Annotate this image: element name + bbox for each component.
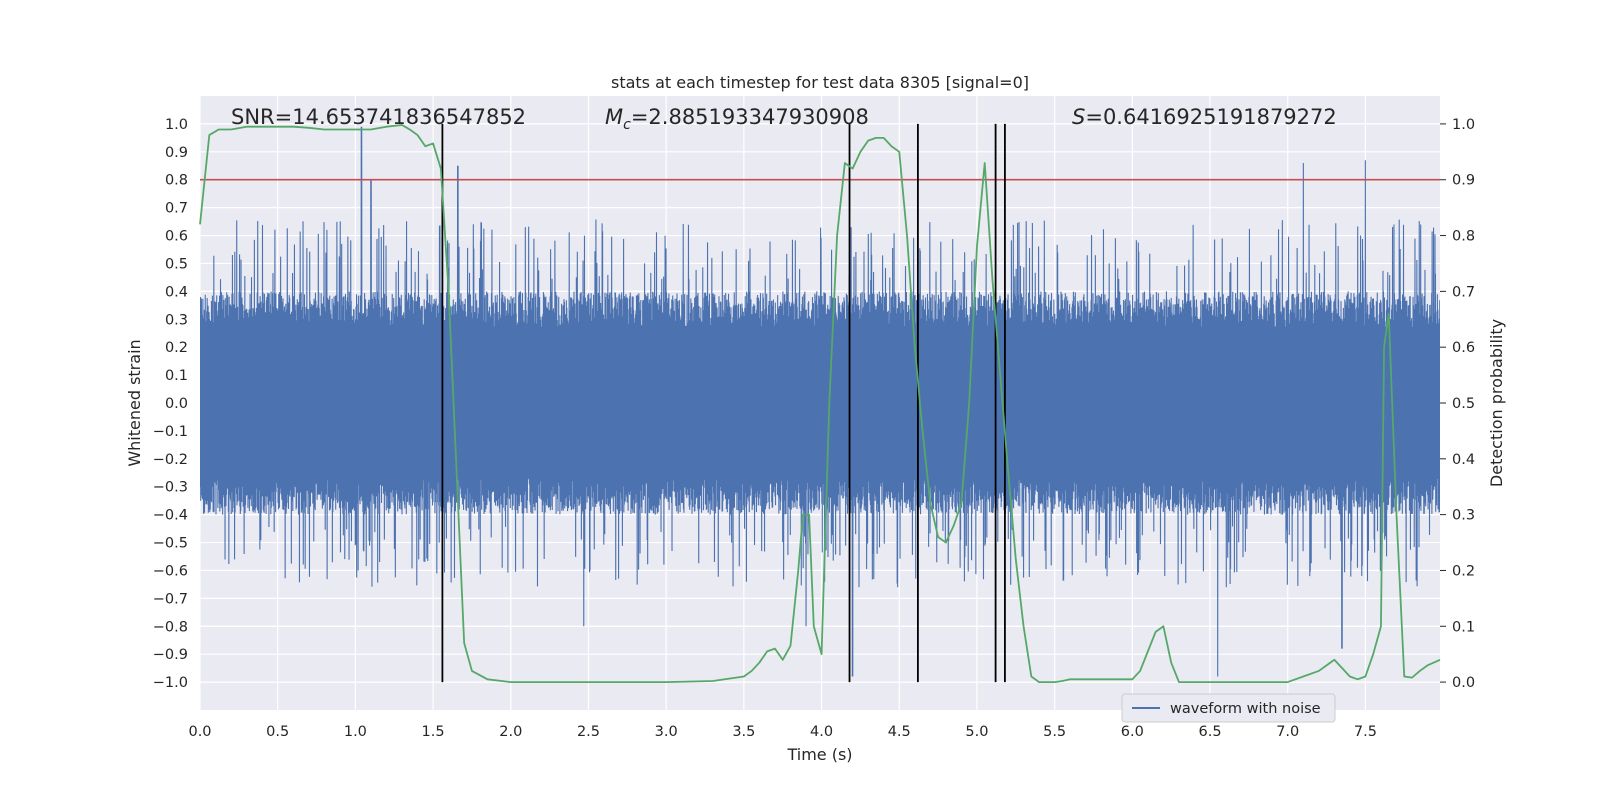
- snr-annotation: SNR=14.653741836547852: [231, 105, 526, 129]
- y-left-tick-label: −0.5: [153, 536, 188, 552]
- mc-subscript: c: [623, 117, 631, 133]
- x-tick-label: 1.5: [422, 724, 445, 740]
- y-axis-label-right: Detection probability: [1487, 319, 1506, 487]
- y-right-tick-label: 1.0: [1452, 117, 1475, 133]
- y-left-tick-label: −0.8: [153, 619, 188, 635]
- y-left-tick-label: 0.5: [165, 256, 188, 272]
- s-annotation: S=0.6416925191879272: [1072, 105, 1337, 129]
- y-left-tick-label: 0.7: [165, 201, 188, 217]
- x-tick-label: 7.0: [1276, 724, 1299, 740]
- y-right-tick-labels: 1.0 0.9 0.8 0.7 0.6 0.5 0.4 0.3 0.2 0.1 0.0: [1440, 117, 1475, 691]
- chirp-mass-annotation: Mc=2.885193347930908: [605, 105, 869, 133]
- x-tick-label: 6.5: [1198, 724, 1221, 740]
- y-left-tick-label: −0.1: [153, 424, 188, 440]
- y-right-tick-label: 0.8: [1452, 229, 1475, 245]
- y-axis-label-left: Whitened strain: [125, 339, 144, 466]
- y-right-tick-label: 0.6: [1452, 340, 1475, 356]
- y-left-tick-label: 0.9: [165, 145, 188, 161]
- detection-probability-series: [199, 124, 1441, 683]
- x-tick-label: 3.0: [655, 724, 678, 740]
- mc-value: =2.885193347930908: [631, 105, 869, 129]
- x-tick-label: 3.5: [732, 724, 755, 740]
- y-right-tick-label: 0.7: [1452, 284, 1475, 300]
- legend-box: [1121, 693, 1336, 723]
- y-left-tick-label: 0.3: [165, 312, 188, 328]
- y-left-tick-label: 0.6: [165, 229, 188, 245]
- y-right-tick-label: 0.0: [1452, 675, 1475, 691]
- x-tick-label: 7.5: [1354, 724, 1377, 740]
- y-left-tick-label: 0.1: [165, 368, 188, 384]
- x-tick-label: 5.5: [1043, 724, 1066, 740]
- s-symbol: S: [1072, 105, 1085, 129]
- y-left-tick-label: −0.6: [153, 563, 188, 579]
- y-left-tick-label: 0.4: [165, 284, 188, 300]
- x-tick-label: 0.0: [188, 724, 211, 740]
- y-left-tick-label: −0.9: [153, 647, 188, 663]
- y-left-tick-label: 0.8: [165, 173, 188, 189]
- y-left-tick-label: −0.7: [153, 591, 188, 607]
- probability-line: [199, 124, 1441, 683]
- waveform-series: [200, 126, 1440, 677]
- y-right-tick-label: 0.4: [1452, 452, 1475, 468]
- y-left-tick-labels: 1.0 0.9 0.8 0.7 0.6 0.5 0.4 0.3 0.2 0.1 0.0 −0.1 −0.…: [153, 117, 188, 691]
- vertical-marker-lines: [441, 123, 1006, 683]
- y-left-tick-label: −0.3: [153, 480, 188, 496]
- y-left-tick-label: 0.2: [165, 340, 188, 356]
- x-tick-label: 6.0: [1121, 724, 1144, 740]
- y-right-tick-label: 0.3: [1452, 508, 1475, 524]
- y-right-tick-label: 0.1: [1452, 619, 1475, 635]
- y-left-tick-label: 0.0: [165, 396, 188, 412]
- waveform-line: [200, 126, 1440, 677]
- y-left-tick-label: −0.2: [153, 452, 188, 468]
- y-left-tick-label: −0.4: [153, 508, 188, 524]
- chart-title: stats at each timestep for test data 830…: [611, 73, 1029, 92]
- x-tick-label: 0.5: [266, 724, 289, 740]
- y-right-tick-label: 0.2: [1452, 563, 1475, 579]
- y-right-tick-label: 0.5: [1452, 396, 1475, 412]
- x-tick-label: 2.0: [499, 724, 522, 740]
- x-tick-label: 4.0: [810, 724, 833, 740]
- s-value: =0.6416925191879272: [1085, 105, 1336, 129]
- y-left-tick-label: −1.0: [153, 675, 188, 691]
- mc-symbol: M: [605, 105, 623, 129]
- x-tick-label: 5.0: [965, 724, 988, 740]
- x-tick-labels: 0.0 0.5 1.0 1.5 2.0 2.5 3.0 3.5 4.0 4.5 5.0 5.5 6.0 6…: [188, 724, 1376, 740]
- legend: waveform with noise: [1121, 693, 1336, 723]
- x-axis-label: Time (s): [786, 745, 852, 764]
- x-tick-label: 1.0: [344, 724, 367, 740]
- y-right-tick-label: 0.9: [1452, 173, 1475, 189]
- legend-label: waveform with noise: [1170, 701, 1321, 717]
- x-tick-label: 4.5: [888, 724, 911, 740]
- x-tick-label: 2.5: [577, 724, 600, 740]
- y-left-tick-label: 1.0: [165, 117, 188, 133]
